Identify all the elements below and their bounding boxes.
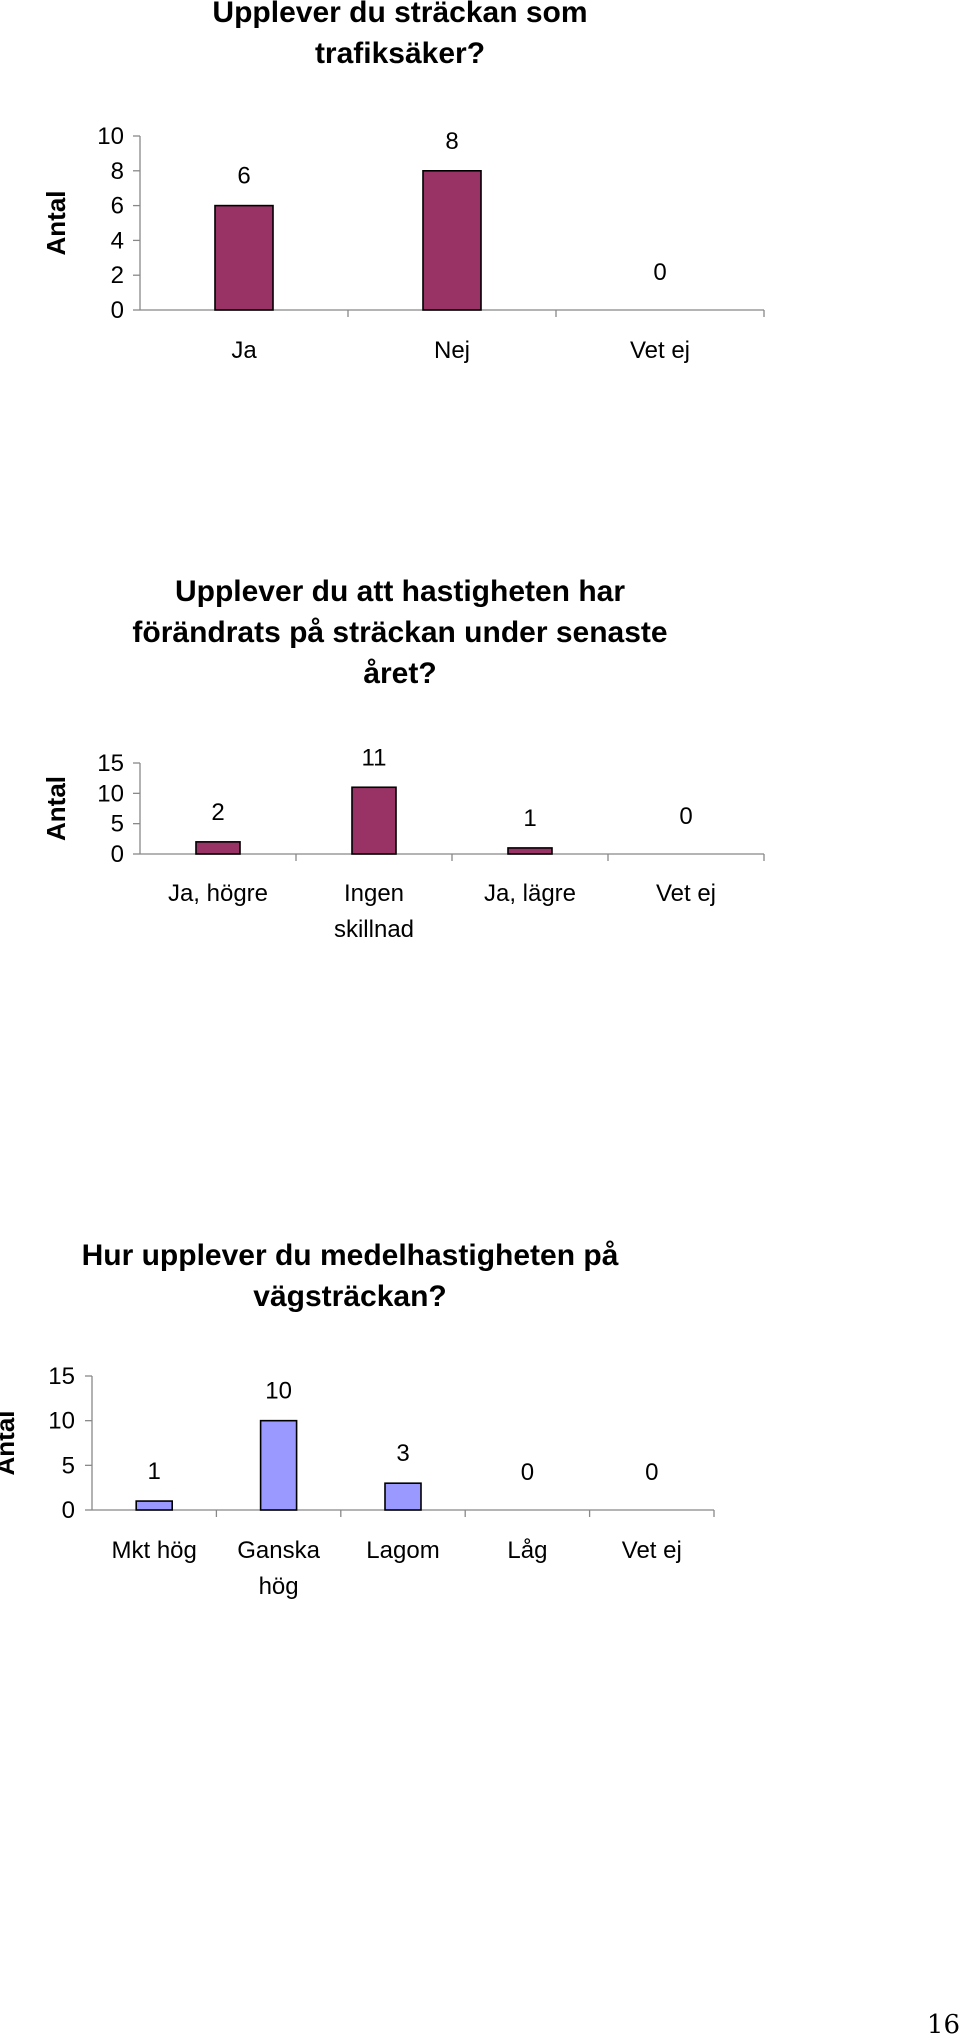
chart-2-bar bbox=[351, 786, 397, 855]
chart-3-data-label: 3 bbox=[396, 1440, 409, 1467]
chart-3-data-label: 0 bbox=[521, 1459, 534, 1486]
chart-2-category-label: Vet ej bbox=[656, 880, 716, 907]
chart-2-bar bbox=[195, 841, 241, 855]
chart-1-data-label: 0 bbox=[653, 259, 666, 286]
chart-3-category-label: Låg bbox=[507, 1537, 547, 1564]
chart-3-category-label-line: Vet ej bbox=[622, 1537, 682, 1564]
chart-1-y-tick-label: 10 bbox=[97, 123, 124, 150]
chart-1-category-label: Ja bbox=[231, 337, 257, 364]
chart-1-category-label: Nej bbox=[434, 337, 470, 364]
chart-2-y-tick-label: 5 bbox=[111, 811, 124, 838]
chart-2-title: Upplever du att hastigheten har förändra… bbox=[132, 575, 668, 690]
chart-2-category-label: Ja, lägre bbox=[484, 880, 576, 907]
chart-3-data-label: 1 bbox=[148, 1458, 161, 1485]
chart-1-y-tick-label: 8 bbox=[111, 158, 124, 185]
chart-1-bar bbox=[214, 204, 274, 311]
chart-2-category-label: Ja, högre bbox=[168, 880, 268, 907]
chart-3-category-label: Mkt hög bbox=[112, 1537, 197, 1564]
chart-1-y-tick-label: 4 bbox=[111, 227, 124, 254]
chart-1-data-label: 8 bbox=[445, 128, 458, 155]
chart-2-data-label: 11 bbox=[362, 744, 387, 771]
chart-2-category-label-line: Vet ej bbox=[656, 880, 716, 907]
chart-2-category-label-line: skillnad bbox=[334, 916, 414, 943]
chart-3-y-tick-label: 0 bbox=[62, 1497, 75, 1524]
chart-3-category-label-line: Mkt hög bbox=[112, 1537, 197, 1564]
chart-1-y-tick-label: 2 bbox=[111, 262, 124, 289]
chart-3-category-label-line: Ganska bbox=[237, 1537, 320, 1564]
chart-3-category-label: Ganska hög bbox=[237, 1537, 320, 1600]
chart-3-bar bbox=[259, 1419, 298, 1511]
chart-1-category-label-line: Nej bbox=[434, 337, 470, 364]
chart-3-category-label: Lagom bbox=[366, 1537, 439, 1564]
chart-2-y-tick-label: 10 bbox=[97, 780, 124, 807]
chart-1-y-tick-label: 6 bbox=[111, 193, 124, 220]
chart-2-category-label-line: Ja, högre bbox=[168, 880, 268, 907]
chart-3-data-label: 10 bbox=[265, 1378, 292, 1405]
chart-3-data-label: 0 bbox=[645, 1459, 658, 1486]
chart-2-data-label: 1 bbox=[523, 805, 536, 832]
chart-2-category-label-line: Ja, lägre bbox=[484, 880, 576, 907]
chart-1-y-tick-label: 0 bbox=[111, 297, 124, 324]
chart-1-data-label: 6 bbox=[237, 163, 250, 190]
page-number: 16 bbox=[926, 2010, 960, 2040]
chart-2-bar bbox=[507, 847, 553, 855]
chart-2-y-tick-label: 15 bbox=[97, 750, 124, 777]
chart-3-y-tick-label: 10 bbox=[48, 1408, 75, 1435]
chart-3-category-label-line: Låg bbox=[507, 1537, 547, 1564]
chart-3-category-label-line: Lagom bbox=[366, 1537, 439, 1564]
chart-2-category-label: Ingen skillnad bbox=[334, 880, 414, 943]
chart-1-bar bbox=[422, 170, 482, 311]
chart-1-category-label: Vet ej bbox=[630, 337, 690, 364]
chart-2-y-tick-label: 0 bbox=[111, 841, 124, 868]
chart-2-category-label-line: Ingen bbox=[344, 880, 404, 907]
chart-3-y-tick-label: 5 bbox=[62, 1452, 75, 1479]
chart-2-plot: 0 5 10 15 Antal 2 Ja, högre 11 Ingen skillnad 1 Ja,… bbox=[41, 744, 765, 943]
chart-3-y-axis-label: Antal bbox=[0, 1411, 20, 1476]
chart-1-category-label-line: Ja bbox=[231, 337, 257, 364]
chart-1-title: Upplever du sträckan som trafiksäker? bbox=[212, 0, 588, 70]
chart-3-bar bbox=[384, 1482, 422, 1511]
chart-3-y-tick-label: 15 bbox=[48, 1363, 75, 1390]
chart-3-title: Hur upplever du medelhastigheten på vägs… bbox=[81, 1239, 619, 1313]
chart-3-plot: 0 5 10 15 Antal 1 Mkt hög 10 Ganska hög 3 Lagom 0 Låg… bbox=[0, 1363, 715, 1600]
chart-3-category-label: Vet ej bbox=[622, 1537, 682, 1564]
chart-2-data-label: 0 bbox=[679, 803, 692, 830]
chart-1-category-label-line: Vet ej bbox=[630, 337, 690, 364]
chart-3-category-label-line: hög bbox=[259, 1573, 299, 1600]
chart-2-y-axis-label: Antal bbox=[41, 776, 71, 841]
chart-2-data-label: 2 bbox=[211, 799, 224, 826]
chart-1-plot: 0 2 4 6 8 10 Antal 6 Ja 8 Nej 0 Vet ej bbox=[41, 123, 765, 364]
chart-1-y-axis-label: Antal bbox=[41, 191, 71, 256]
chart-3-bar bbox=[135, 1500, 173, 1511]
